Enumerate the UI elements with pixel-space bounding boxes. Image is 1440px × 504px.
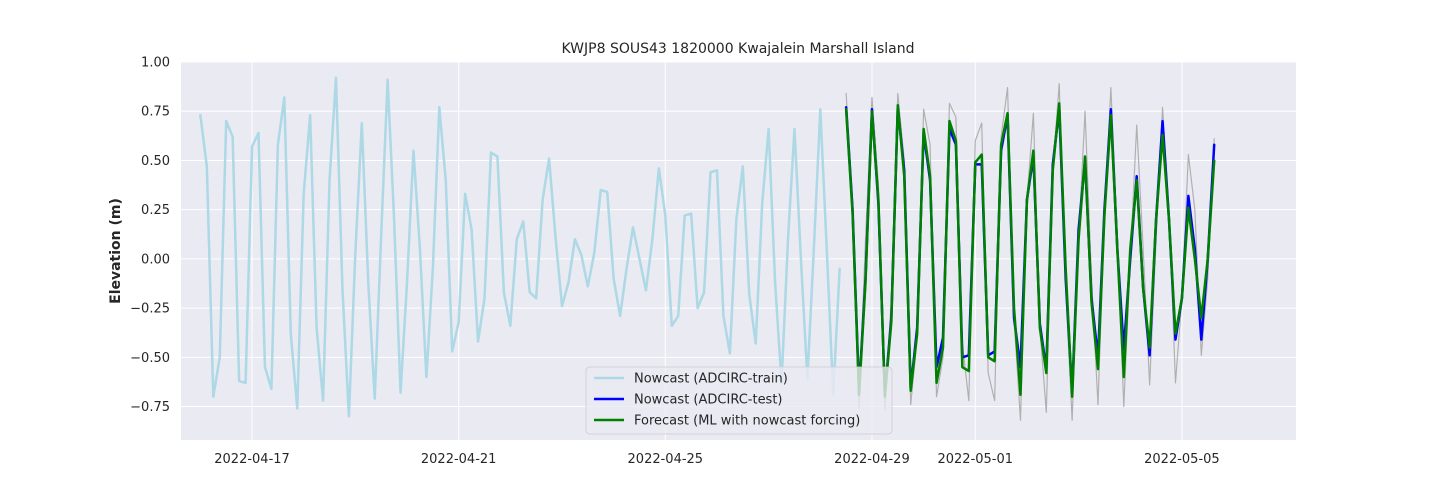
- series-layer: [199, 76, 1216, 421]
- legend: Nowcast (ADCIRC-train) Nowcast (ADCIRC-te…: [585, 366, 893, 435]
- y-tick-label: 0.75: [141, 105, 170, 120]
- series-line-0: [199, 76, 841, 418]
- x-tick-label: 2022-04-21: [421, 452, 497, 467]
- x-tick-label: 2022-04-29: [834, 452, 910, 467]
- x-tick-label: 2022-04-17: [214, 452, 290, 467]
- x-tick-labels: 2022-04-17 2022-04-21 2022-04-25 2022-04-29…: [214, 452, 1219, 467]
- legend-entry-label: Nowcast (ADCIRC-test): [634, 393, 783, 408]
- y-tick-label: −0.50: [130, 351, 170, 366]
- x-tick-label: 2022-05-01: [937, 452, 1013, 467]
- y-tick-label: 0.00: [141, 252, 170, 267]
- legend-entry-label: Forecast (ML with nowcast forcing): [634, 414, 860, 429]
- series-line-3: [844, 102, 1216, 398]
- y-tick-label: 0.50: [141, 154, 170, 169]
- chart-title: KWJP8 SOUS43 1820000 Kwajalein Marshall …: [562, 41, 915, 57]
- y-tick-labels: −0.75 −0.50 −0.25 0.00 0.25 0.50 0.75 1.00: [130, 56, 170, 416]
- y-tick-label: −0.75: [130, 400, 170, 415]
- y-axis-label: Elevation (m): [108, 198, 124, 304]
- y-tick-label: 0.25: [141, 203, 170, 218]
- y-tick-label: −0.25: [130, 302, 170, 317]
- y-tick-label: 1.00: [141, 56, 170, 71]
- x-tick-label: 2022-04-25: [628, 452, 704, 467]
- legend-entry-label: Nowcast (ADCIRC-train): [634, 372, 788, 387]
- legend-box: [585, 366, 893, 435]
- x-tick-label: 2022-05-05: [1144, 452, 1220, 467]
